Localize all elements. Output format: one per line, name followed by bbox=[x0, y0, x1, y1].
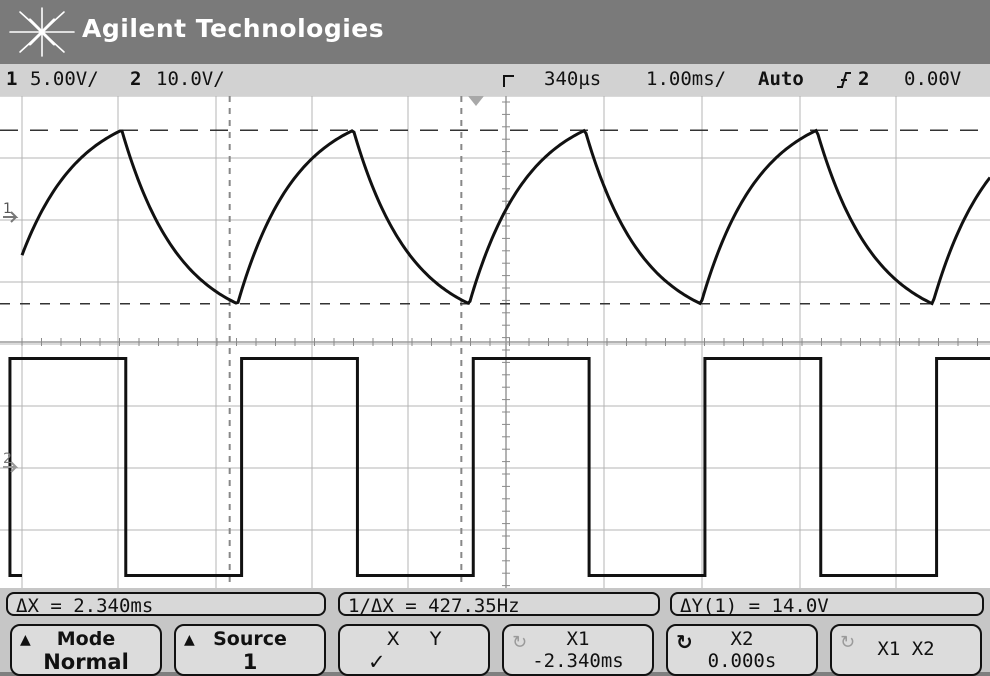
channel1-scale: 5.00V/ bbox=[30, 68, 99, 90]
entry-knob-icon: ↻ bbox=[676, 630, 693, 654]
waveform-plot: 12 bbox=[0, 96, 990, 588]
measurement-bar: ΔX = 2.340ms 1/ΔX = 427.35Hz ΔY(1) = 14.… bbox=[0, 588, 990, 620]
agilent-spark-icon bbox=[9, 7, 75, 57]
x1-label: X1 bbox=[566, 628, 590, 650]
time-scale: 1.00ms/ bbox=[646, 68, 727, 90]
channel2-number: 2 bbox=[130, 68, 142, 90]
delta-y-readout: ΔY(1) = 14.0V bbox=[670, 592, 984, 617]
channel2-ground-arrow bbox=[3, 461, 19, 473]
mode-softkey[interactable]: ▲ Mode Normal bbox=[10, 624, 162, 676]
delay-marker-icon bbox=[502, 70, 516, 93]
trigger-point-marker bbox=[468, 96, 484, 106]
source-softkey[interactable]: ▲ Source 1 bbox=[174, 624, 326, 676]
up-arrow-icon: ▲ bbox=[184, 632, 195, 648]
x1-value: -2.340ms bbox=[532, 650, 624, 672]
inverse-delta-x-readout: 1/ΔX = 427.35Hz bbox=[338, 592, 660, 617]
source-label: Source bbox=[213, 628, 287, 650]
x1-x2-label: X1 X2 bbox=[877, 638, 935, 660]
brand-name: Agilent Technologies bbox=[82, 14, 385, 43]
channel1-ground-marker: 1 bbox=[3, 201, 12, 217]
trigger-mode: Auto bbox=[758, 68, 804, 90]
title-bar: Agilent Technologies bbox=[0, 0, 990, 64]
channel2-trace bbox=[8, 357, 990, 577]
x1-x2-softkey[interactable]: ↻ X1 X2 bbox=[830, 624, 982, 676]
source-value: 1 bbox=[242, 650, 258, 674]
x1-softkey[interactable]: ↻ X1 -2.340ms bbox=[502, 624, 654, 676]
checkmark-icon: ✓ bbox=[368, 650, 386, 674]
channel1-number: 1 bbox=[6, 68, 18, 90]
channel1-ground-arrow bbox=[3, 211, 19, 223]
trigger-level: 0.00V bbox=[904, 68, 962, 90]
mode-value: Normal bbox=[43, 650, 129, 674]
channel1-trace bbox=[20, 128, 990, 306]
x2-value: 0.000s bbox=[707, 650, 777, 672]
time-delay: 340µs bbox=[544, 68, 602, 90]
entry-knob-icon: ↻ bbox=[840, 632, 856, 653]
xy-label: X Y bbox=[386, 628, 442, 650]
x2-label: X2 bbox=[730, 628, 754, 650]
entry-knob-icon: ↻ bbox=[512, 632, 528, 653]
softkey-bar: ▲ Mode Normal ▲ Source 1 X Y ✓ ↻ X1 -2.3… bbox=[0, 620, 990, 676]
trigger-source: 2 bbox=[858, 68, 870, 90]
rising-edge-icon bbox=[836, 70, 852, 95]
x2-softkey[interactable]: ↻ X2 0.000s bbox=[666, 624, 818, 676]
mode-label: Mode bbox=[56, 628, 116, 650]
channel2-ground-marker: 2 bbox=[3, 451, 12, 467]
channel2-scale: 10.0V/ bbox=[156, 68, 225, 90]
xy-softkey[interactable]: X Y ✓ bbox=[338, 624, 490, 676]
up-arrow-icon: ▲ bbox=[20, 632, 31, 648]
delta-x-readout: ΔX = 2.340ms bbox=[6, 592, 326, 617]
status-bar: 1 5.00V/ 2 10.0V/ 340µs 1.00ms/ Auto 2 0… bbox=[0, 64, 990, 96]
